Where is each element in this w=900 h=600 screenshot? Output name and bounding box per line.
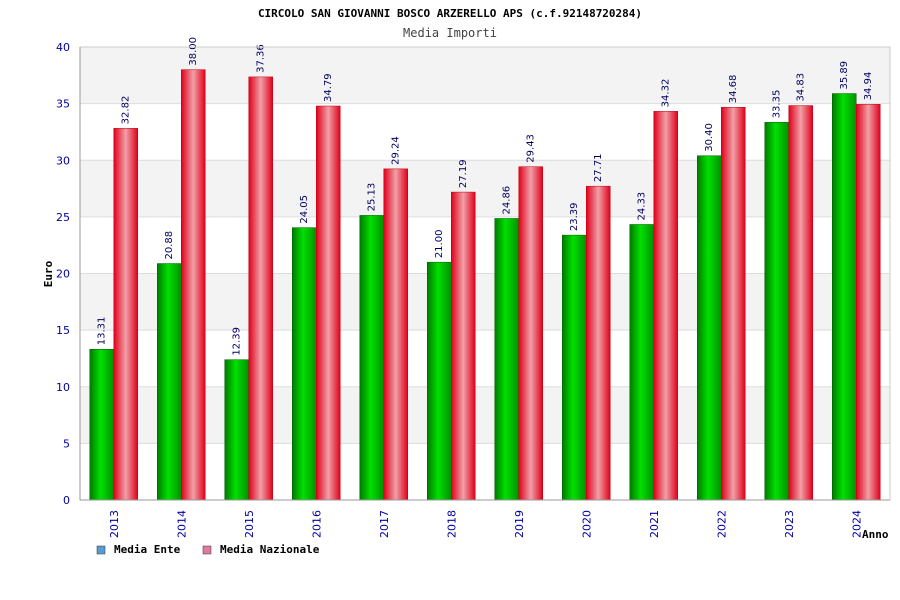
plot-band <box>80 103 890 161</box>
bar-media-nazionale-2020 <box>586 185 611 501</box>
data-label-media-ente-2018: 21.00 <box>434 230 445 259</box>
x-tick-label: 2021 <box>648 510 661 538</box>
data-label-media-nazionale-2017: 29.24 <box>391 136 402 165</box>
data-label-media-nazionale-2022: 34.68 <box>728 75 739 104</box>
x-tick-label: 2016 <box>310 510 323 538</box>
data-label-media-nazionale-2023: 34.83 <box>796 73 807 102</box>
legend-swatch-media-nazionale <box>202 545 212 555</box>
bar-media-ente-2016 <box>292 227 317 501</box>
y-tick-label: 40 <box>56 41 70 54</box>
data-label-media-nazionale-2018: 27.19 <box>458 159 469 188</box>
bar-media-nazionale-2023 <box>788 105 813 501</box>
data-label-media-ente-2024: 35.89 <box>839 61 850 90</box>
bar-media-ente-2018 <box>427 261 452 501</box>
x-tick-label: 2022 <box>715 510 728 538</box>
bar-media-ente-2024 <box>832 93 857 501</box>
bar-media-nazionale-2024 <box>856 104 881 501</box>
legend-swatch-media-ente <box>96 545 106 555</box>
plot-band <box>80 443 890 500</box>
y-tick-label: 30 <box>56 154 70 167</box>
plot-band <box>80 216 890 274</box>
y-axis-label: Euro <box>42 260 55 287</box>
plot-band <box>80 273 890 331</box>
bar-media-nazionale-2019 <box>518 166 543 501</box>
data-label-media-nazionale-2014: 38.00 <box>188 37 199 66</box>
data-label-media-nazionale-2024: 34.94 <box>863 72 874 101</box>
data-label-media-ente-2019: 24.86 <box>502 186 513 215</box>
y-tick-label: 25 <box>56 211 70 224</box>
data-label-media-ente-2021: 24.33 <box>637 192 648 221</box>
data-label-media-nazionale-2019: 29.43 <box>526 134 537 163</box>
x-tick-label: 2019 <box>513 510 526 538</box>
x-tick-label: 2014 <box>175 510 188 538</box>
data-label-media-nazionale-2020: 27.71 <box>593 154 604 183</box>
data-label-media-ente-2015: 12.39 <box>232 327 243 356</box>
data-label-media-nazionale-2013: 32.82 <box>121 96 132 125</box>
y-tick-label: 0 <box>63 494 70 507</box>
plot-band <box>80 330 890 387</box>
bar-media-nazionale-2018 <box>451 191 476 501</box>
x-axis-label: Anno <box>862 528 889 541</box>
chart-subtitle: Media Importi <box>403 26 497 40</box>
bar-media-ente-2019 <box>494 218 519 501</box>
y-tick-label: 5 <box>63 437 70 450</box>
data-label-media-ente-2014: 20.88 <box>164 231 175 260</box>
bar-media-ente-2021 <box>629 224 654 501</box>
data-label-media-ente-2023: 33.35 <box>772 90 783 119</box>
x-tick-label: 2018 <box>445 510 458 538</box>
legend-label-media-nazionale: Media Nazionale <box>220 543 320 556</box>
plot-band <box>80 160 890 217</box>
x-tick-label: 2017 <box>378 510 391 538</box>
data-label-media-nazionale-2015: 37.36 <box>256 44 267 73</box>
plot-band <box>80 386 890 444</box>
bar-media-ente-2023 <box>764 122 789 501</box>
x-tick-label: 2015 <box>243 510 256 538</box>
legend: Media Ente Media Nazionale <box>96 543 320 556</box>
x-tick-label: 2013 <box>108 510 121 538</box>
bar-media-ente-2013 <box>89 349 114 501</box>
bar-media-nazionale-2021 <box>653 111 678 501</box>
data-label-media-ente-2013: 13.31 <box>97 317 108 346</box>
y-tick-label: 15 <box>56 324 70 337</box>
data-label-media-nazionale-2021: 34.32 <box>661 79 672 108</box>
x-tick-label: 2023 <box>783 510 796 538</box>
y-tick-label: 20 <box>56 268 70 281</box>
data-label-media-ente-2017: 25.13 <box>367 183 378 212</box>
bar-media-nazionale-2016 <box>316 105 341 501</box>
bar-media-ente-2014 <box>157 263 182 501</box>
bar-media-ente-2015 <box>224 359 249 501</box>
bar-media-nazionale-2014 <box>181 69 206 501</box>
bar-media-nazionale-2015 <box>248 76 273 501</box>
bar-media-ente-2022 <box>697 155 722 501</box>
y-tick-label: 10 <box>56 381 70 394</box>
data-label-media-ente-2022: 30.40 <box>704 123 715 152</box>
x-tick-label: 2024 <box>850 510 863 538</box>
plot-band <box>80 47 890 104</box>
legend-label-media-ente: Media Ente <box>114 543 181 556</box>
data-label-media-ente-2020: 23.39 <box>569 202 580 231</box>
x-tick-label: 2020 <box>580 510 593 538</box>
y-tick-label: 35 <box>56 98 70 111</box>
bar-media-nazionale-2013 <box>113 128 138 501</box>
chart-title: CIRCOLO SAN GIOVANNI BOSCO ARZERELLO APS… <box>258 7 642 20</box>
bar-media-ente-2017 <box>359 215 384 501</box>
bar-media-ente-2020 <box>562 234 587 501</box>
bar-media-nazionale-2022 <box>721 106 746 501</box>
data-label-media-ente-2016: 24.05 <box>299 195 310 224</box>
data-label-media-nazionale-2016: 34.79 <box>323 73 334 102</box>
bar-media-nazionale-2017 <box>383 168 408 501</box>
